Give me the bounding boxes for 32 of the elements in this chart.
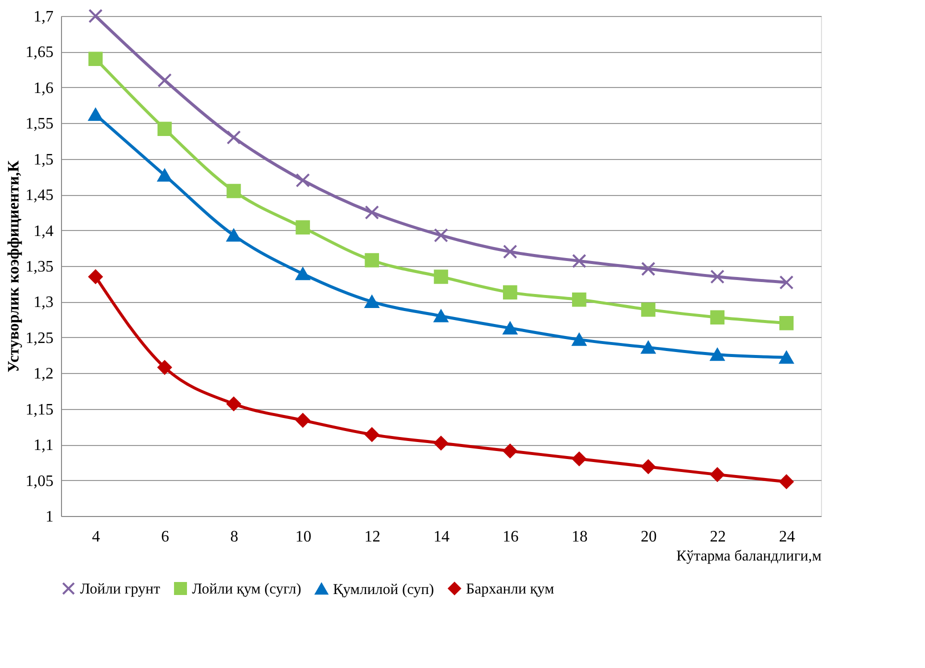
- x-tick-label: 4: [92, 528, 100, 546]
- x-tick-label: 24: [778, 528, 795, 546]
- x-tick-label: 14: [434, 528, 450, 546]
- y-axis-title: Устуворлик коэффициенти,К: [6, 160, 22, 373]
- legend-label: Лойли грунт: [80, 582, 161, 598]
- y-tick-label: 1,25: [26, 330, 54, 347]
- x-axis-title: Кўтарма баландлиги,м: [676, 548, 822, 564]
- y-tick-label: 1: [46, 508, 54, 526]
- x-tick-label: 16: [502, 528, 519, 546]
- x-tick-label: 22: [710, 528, 726, 546]
- x-tick-label: 18: [572, 528, 588, 546]
- x-tick-label: 12: [364, 528, 380, 546]
- legend-label: Қумлилой (суп): [333, 582, 434, 598]
- y-tick-label: 1,4: [34, 222, 54, 240]
- legend-label: Лойли қум (сугл): [192, 582, 302, 598]
- y-tick-label: 1,35: [26, 258, 54, 276]
- x-tick-label: 6: [161, 528, 170, 546]
- x-tick-label: 20: [640, 528, 657, 546]
- y-tick-label: 1,2: [34, 366, 54, 383]
- x-tick-label: 10: [295, 528, 312, 546]
- y-tick-label: 1,7: [34, 8, 54, 26]
- x-tick-label: 8: [230, 528, 238, 546]
- y-tick-label: 1,6: [34, 80, 54, 97]
- y-tick-label: 1,05: [26, 472, 54, 490]
- y-tick-label: 1,3: [34, 294, 54, 312]
- y-tick-label: 1,1: [34, 437, 54, 454]
- y-tick-label: 1,45: [26, 187, 54, 204]
- y-tick-label: 1,55: [26, 116, 54, 133]
- y-tick-label: 1,15: [26, 401, 54, 418]
- y-tick-label: 1,65: [26, 44, 54, 62]
- y-tick-label: 1,5: [34, 151, 54, 168]
- legend-label: Барханли қум: [466, 582, 555, 598]
